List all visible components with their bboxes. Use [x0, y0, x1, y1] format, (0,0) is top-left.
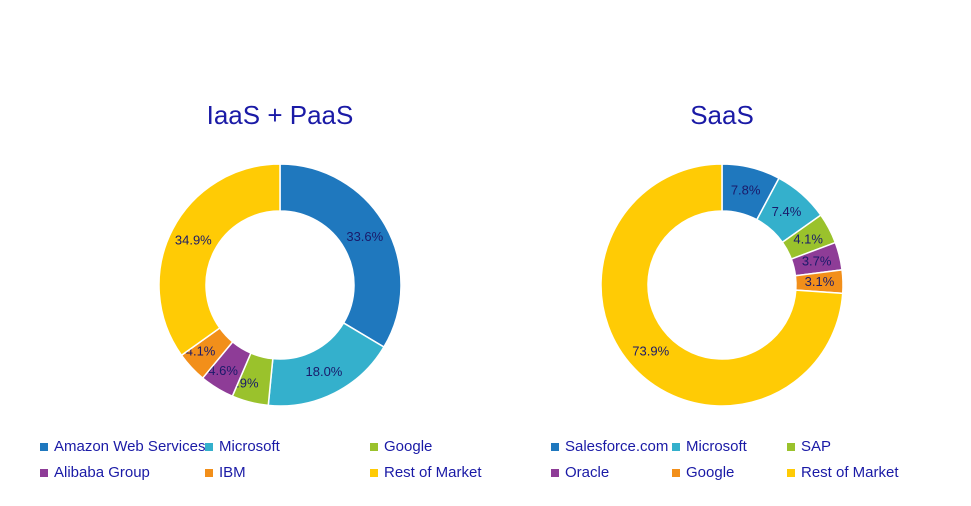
legend-label: Google — [384, 438, 433, 455]
legend-item-sap: SAP — [787, 438, 831, 455]
legend-item-google: Google — [672, 464, 734, 481]
legend-swatch — [672, 468, 680, 477]
slice-rest-of-market — [158, 163, 281, 357]
legend-label: Salesforce.com — [565, 438, 669, 455]
legend-label: Microsoft — [219, 438, 280, 455]
legend-label: Google — [686, 464, 735, 481]
data-label-salesforce-com: 7.8% — [731, 182, 761, 197]
legend-item-google: Google — [370, 438, 432, 455]
data-label-amazon-web-services: 33.6% — [346, 229, 383, 244]
legend-item-ibm: IBM — [205, 464, 246, 481]
legend-swatch — [370, 468, 378, 477]
legend-swatch — [370, 442, 378, 451]
legend-label: Rest of Market — [801, 464, 899, 481]
legend-label: Microsoft — [686, 438, 747, 455]
data-label-google: 3.1% — [805, 274, 835, 289]
legend-swatch — [787, 442, 795, 451]
legend-item-salesforce-com: Salesforce.com — [551, 438, 668, 455]
chart-title-iaas-paas: IaaS + PaaS — [206, 100, 354, 130]
legend-label: SAP — [801, 438, 832, 455]
donut-chart-saas: 7.8% 7.4% 4.1% 3.7% 3.1% 73.9% — [600, 163, 844, 407]
legend-swatch — [40, 468, 48, 477]
legend-swatch — [787, 468, 795, 477]
data-label-rest-of-market: 73.9% — [632, 344, 669, 359]
chart-title-saas: SaaS — [690, 100, 754, 130]
legend-swatch — [205, 468, 213, 477]
legend-swatch — [205, 442, 213, 451]
data-label-alibaba-group: 4.6% — [208, 363, 238, 378]
legend-label: IBM — [219, 464, 246, 481]
legend-swatch — [551, 442, 559, 451]
legend-item-rest-of-market: Rest of Market — [370, 464, 482, 481]
slice-rest-of-market — [600, 163, 844, 407]
legend-item-rest-of-market: Rest of Market — [787, 464, 899, 481]
data-label-microsoft: 7.4% — [772, 204, 802, 219]
legend-item-microsoft: Microsoft — [672, 438, 747, 455]
data-label-sap: 4.1% — [793, 231, 823, 246]
legend-label: Oracle — [565, 464, 610, 481]
legend-label: Alibaba Group — [54, 464, 150, 481]
legend-item-amazon-web-services: Amazon Web Services — [40, 438, 205, 455]
data-label-rest-of-market: 34.9% — [175, 232, 212, 247]
legend-swatch — [551, 468, 559, 477]
legend-swatch — [40, 442, 48, 451]
legend-swatch — [672, 442, 680, 451]
donut-chart-iaas-paas: 33.6%18.0%4.9%4.6%4.1%34.9% — [158, 163, 402, 407]
legend-label: Rest of Market — [384, 464, 482, 481]
data-label-oracle: 3.7% — [802, 254, 832, 269]
legend-item-microsoft: Microsoft — [205, 438, 280, 455]
slice-amazon-web-services — [279, 163, 402, 349]
data-label-microsoft: 18.0% — [306, 364, 343, 379]
legend-label: Amazon Web Services — [54, 438, 206, 455]
legend-item-alibaba-group: Alibaba Group — [40, 464, 150, 481]
legend-item-oracle: Oracle — [551, 464, 609, 481]
